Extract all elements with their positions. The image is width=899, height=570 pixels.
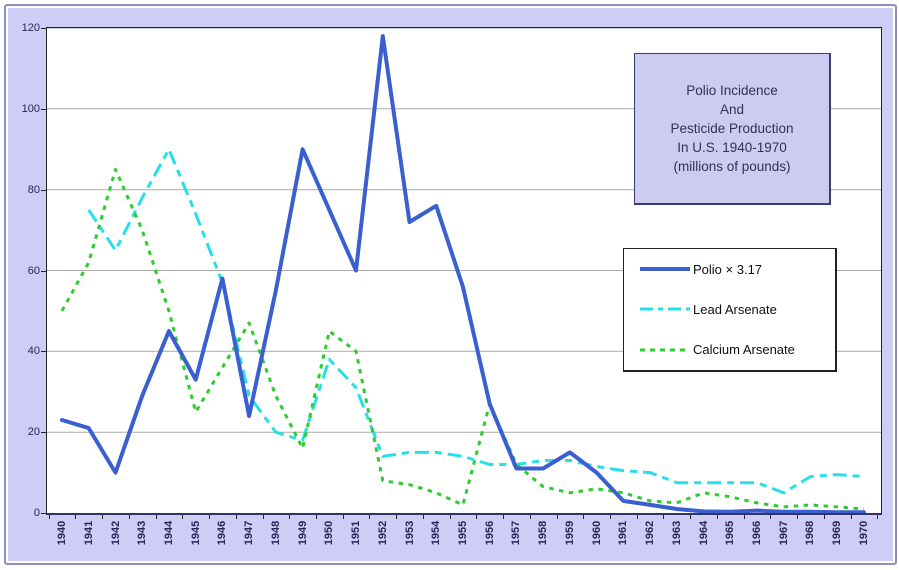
- y-axis-label: 80: [27, 183, 40, 196]
- chart-title-box: Polio Incidence And Pesticide Production In…: [634, 53, 831, 205]
- x-axis-tick: [823, 515, 825, 519]
- legend: Polio × 3.17 Lead Arsenate Calcium Arsenat…: [623, 248, 837, 372]
- x-axis-tick: [396, 515, 398, 519]
- x-axis-label: 1947: [243, 520, 256, 546]
- series-line-polio-3-17: [60, 34, 866, 513]
- legend-line-swatch-icon: [640, 307, 690, 311]
- x-axis-label: 1955: [456, 520, 469, 546]
- x-axis-label: 1953: [403, 520, 416, 546]
- x-axis-tick: [155, 515, 157, 519]
- x-axis-tick: [75, 515, 77, 519]
- x-axis-label: 1957: [510, 520, 523, 546]
- y-axis-label: 40: [27, 345, 40, 358]
- y-axis-label: 20: [27, 426, 40, 439]
- legend-item: Polio × 3.17: [640, 249, 835, 289]
- x-axis-tick: [583, 515, 585, 519]
- x-axis-tick: [235, 515, 237, 519]
- x-axis-label: 1951: [350, 520, 362, 546]
- x-axis-tick: [797, 515, 799, 519]
- x-axis-tick: [743, 515, 745, 519]
- x-axis-tick: [422, 515, 424, 519]
- x-axis-label: 1964: [697, 520, 710, 546]
- legend-label: Polio × 3.17: [693, 261, 763, 277]
- legend-line-swatch-icon: [640, 348, 690, 352]
- x-axis-tick: [503, 515, 504, 519]
- y-axis-tick: [41, 513, 46, 514]
- x-axis-tick: [770, 515, 772, 519]
- x-axis-tick: [663, 515, 665, 519]
- x-axis-label: 1945: [189, 520, 202, 546]
- x-axis-label: 1966: [751, 520, 763, 546]
- x-axis-label: 1956: [483, 520, 496, 546]
- x-axis-tick: [556, 515, 558, 519]
- x-axis-tick: [850, 515, 852, 519]
- x-axis-label: 1958: [537, 520, 550, 546]
- x-axis-tick: [342, 515, 344, 519]
- y-axis-label: 120: [21, 22, 40, 34]
- x-axis-tick: [636, 515, 638, 519]
- x-axis-label: 1959: [563, 520, 576, 546]
- legend-label: Calcium Arsenate: [693, 342, 795, 358]
- x-axis-label: 1960: [590, 520, 603, 546]
- chart-title-line: In U.S. 1940-1970: [677, 140, 787, 155]
- x-axis-tick: [610, 515, 611, 519]
- x-axis-tick: [128, 515, 130, 519]
- x-axis-tick: [315, 515, 317, 519]
- legend-item: Calcium Arsenate: [640, 330, 835, 370]
- x-axis-label: 1944: [162, 520, 175, 546]
- x-axis-label: 1950: [323, 520, 336, 546]
- chart-title-line: Pesticide Production: [670, 121, 794, 136]
- x-axis-label: 1941: [82, 520, 95, 546]
- legend-line-swatch-icon: [640, 267, 690, 272]
- y-axis-tick: [41, 270, 46, 272]
- y-axis-tick: [41, 28, 46, 29]
- x-axis-tick: [476, 515, 478, 519]
- x-axis-label: 1949: [296, 520, 309, 546]
- x-axis-tick: [529, 515, 531, 519]
- x-axis-label: 1943: [136, 520, 149, 546]
- x-axis-label: 1970: [857, 520, 870, 546]
- x-axis-tick: [716, 515, 718, 519]
- x-axis-label: 1963: [670, 520, 683, 546]
- x-axis-tick: [209, 515, 210, 519]
- x-axis-label: 1965: [724, 520, 737, 546]
- y-axis-label: 100: [21, 102, 40, 115]
- x-axis-tick: [690, 515, 692, 519]
- x-axis-label: 1942: [109, 520, 122, 546]
- x-axis-label: 1962: [644, 520, 657, 546]
- x-axis-label: 1952: [376, 520, 389, 546]
- y-axis-tick: [41, 351, 46, 353]
- x-axis-label: 1967: [777, 520, 790, 546]
- x-axis-tick: [182, 515, 184, 519]
- x-axis-label: 1946: [216, 520, 229, 546]
- x-axis-label: 1968: [804, 520, 817, 546]
- x-axis-tick: [289, 515, 291, 519]
- x-axis-tick: [369, 515, 371, 519]
- x-axis-label: 1940: [56, 520, 68, 546]
- y-axis-tick: [41, 432, 46, 434]
- y-axis-tick: [41, 108, 46, 110]
- y-axis-tick: [41, 189, 46, 191]
- chart-title-line: (millions of pounds): [673, 159, 791, 174]
- x-axis-label: 1961: [617, 520, 630, 546]
- x-axis-tick: [449, 515, 451, 519]
- chart-title-line: And: [719, 102, 745, 117]
- x-axis-tick: [262, 515, 264, 519]
- x-axis-tick: [102, 515, 104, 519]
- chart-title-line: Polio Incidence: [686, 83, 778, 98]
- x-axis-tick: [877, 515, 879, 519]
- x-axis-label: 1948: [269, 520, 282, 546]
- x-axis-tick: [48, 515, 50, 519]
- x-axis-label: 1954: [430, 520, 443, 546]
- y-axis-label: 60: [27, 264, 40, 277]
- legend-item: Lead Arsenate: [640, 289, 835, 329]
- x-axis-label: 1969: [831, 520, 844, 546]
- legend-label: Lead Arsenate: [693, 301, 777, 317]
- y-axis-label: 0: [33, 507, 40, 519]
